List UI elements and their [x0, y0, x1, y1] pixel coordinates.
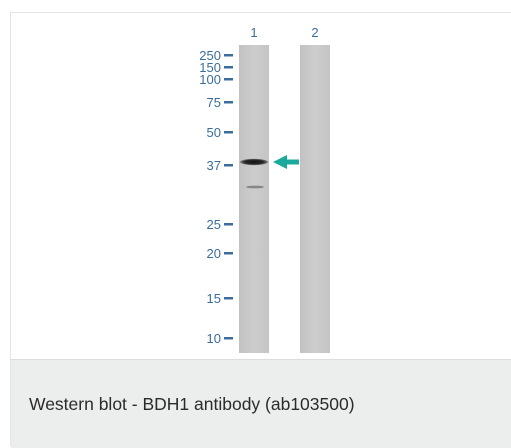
lane-1: [239, 45, 269, 353]
caption-bar: Western blot - BDH1 antibody (ab103500): [11, 359, 511, 448]
arrow-left-icon: [273, 155, 299, 169]
mw-marker-15: 15: [207, 291, 233, 306]
svg-text:150: 150: [199, 60, 221, 75]
band-main: [240, 158, 268, 166]
mw-marker-100: 100: [199, 72, 233, 87]
svg-text:25: 25: [207, 217, 221, 232]
band-faint: [246, 185, 264, 189]
western-blot-image: 1 2 250 150 100: [199, 25, 330, 353]
image-card: 1 2 250 150 100: [10, 12, 511, 448]
lane-1-label: 1: [250, 25, 257, 40]
mw-marker-50: 50: [207, 125, 233, 140]
svg-text:75: 75: [207, 95, 221, 110]
western-blot-figure[interactable]: 1 2 250 150 100: [11, 13, 511, 359]
mw-marker-10: 10: [207, 331, 233, 346]
svg-text:20: 20: [207, 246, 221, 261]
mw-marker-20: 20: [207, 246, 233, 261]
svg-text:10: 10: [207, 331, 221, 346]
svg-text:250: 250: [199, 48, 221, 63]
mw-marker-75: 75: [207, 95, 233, 110]
lane-2: [300, 45, 330, 353]
mw-marker-37: 37: [207, 158, 233, 173]
mw-marker-250: 250: [199, 48, 233, 63]
image-caption: Western blot - BDH1 antibody (ab103500): [29, 394, 355, 414]
svg-text:15: 15: [207, 291, 221, 306]
lane-2-label: 2: [311, 25, 318, 40]
mw-marker-150: 150: [199, 60, 233, 75]
svg-text:50: 50: [207, 125, 221, 140]
mw-marker-25: 25: [207, 217, 233, 232]
svg-text:37: 37: [207, 158, 221, 173]
svg-text:100: 100: [199, 72, 221, 87]
